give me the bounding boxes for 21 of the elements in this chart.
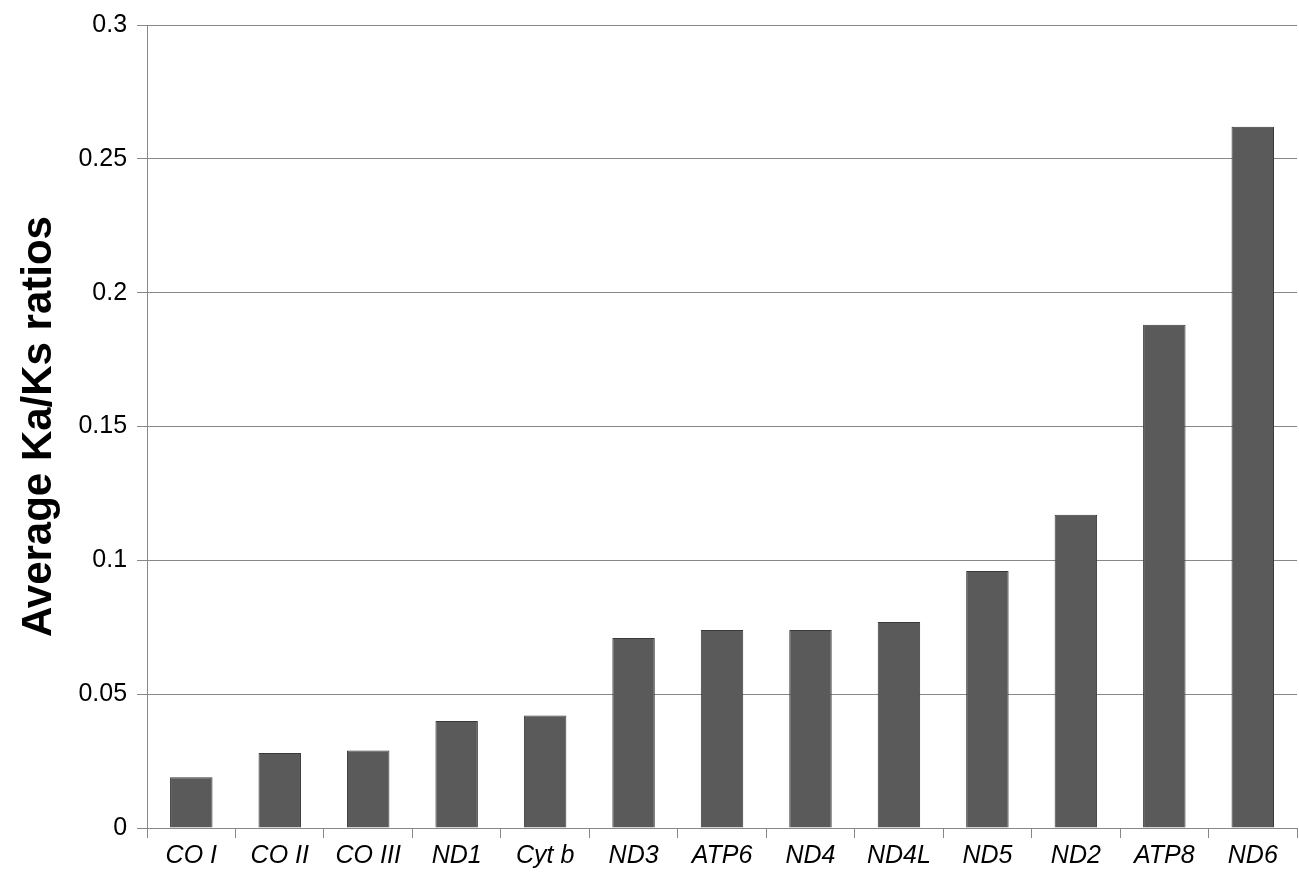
x-tick-label: Cyt b [515,839,575,868]
x-tick-label: CO I [165,839,218,868]
y-tick-label: 0 [113,811,128,840]
x-tick-label: ND2 [1050,839,1101,868]
y-tick-label: 0.1 [92,544,128,573]
y-tick-label: 0.05 [78,678,128,707]
x-tick-label: CO II [250,839,309,868]
x-tick-label: ND6 [1227,839,1278,868]
x-tick-label: ND3 [608,839,659,868]
y-tick-label: 0.25 [78,142,128,171]
x-tick-label: ND4 [785,839,836,868]
x-tick-label: CO III [335,839,401,868]
x-tick-label: ND5 [962,839,1013,868]
y-tick-label: 0.15 [78,410,128,439]
x-tick-label: ND4L [866,839,931,868]
x-tick-label: ATP8 [1131,839,1195,868]
y-axis-title: Average Ka/Ks ratios [12,216,60,637]
y-tick-label: 0.3 [92,8,128,37]
x-tick-label: ATP6 [689,839,753,868]
y-tick-label: 0.2 [92,276,128,305]
x-tick-label: ND1 [431,839,482,868]
